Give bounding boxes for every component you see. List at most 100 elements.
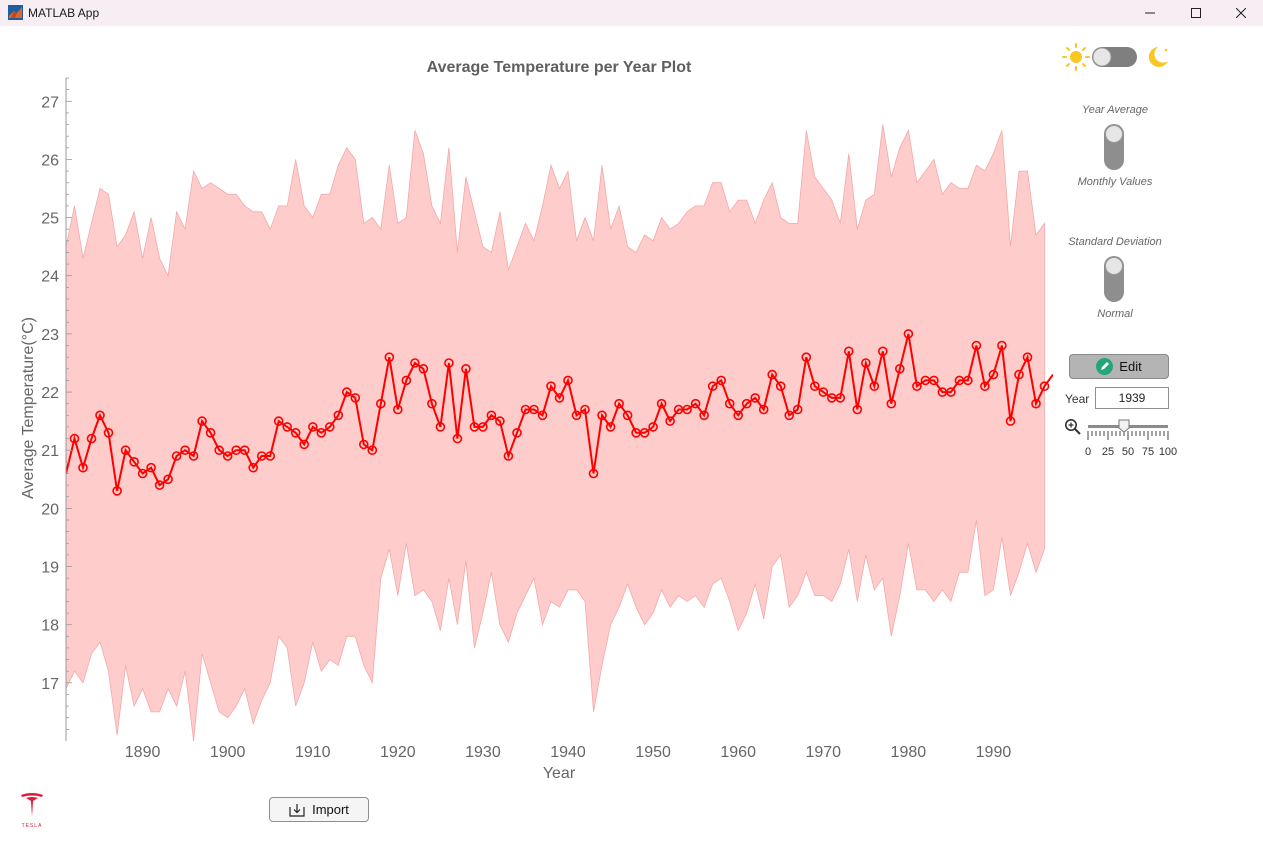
x-tick-label: 1990 xyxy=(976,744,1012,761)
pencil-icon xyxy=(1096,358,1114,375)
plot-area xyxy=(66,124,1053,741)
data-point xyxy=(622,410,633,421)
data-point xyxy=(639,427,650,438)
data-point xyxy=(877,346,888,357)
data-point xyxy=(503,451,514,461)
data-point xyxy=(963,375,973,386)
slider-tick-label: 50 xyxy=(1122,446,1134,458)
data-point xyxy=(427,398,437,409)
zoom-in-icon xyxy=(1065,419,1081,435)
data-point xyxy=(180,445,190,456)
year-label: Year xyxy=(1065,392,1090,406)
data-point xyxy=(980,381,990,392)
data-point xyxy=(724,398,735,409)
x-tick-label: 1890 xyxy=(125,744,161,761)
x-tick-label: 1930 xyxy=(465,744,501,761)
x-tick-label: 1920 xyxy=(380,744,416,761)
data-point xyxy=(775,381,786,392)
minimize-button[interactable] xyxy=(1127,0,1173,26)
data-point xyxy=(912,381,922,392)
data-point xyxy=(78,462,88,473)
year-input[interactable]: 1939 xyxy=(1095,387,1169,409)
data-point xyxy=(214,445,224,456)
data-point xyxy=(299,439,310,450)
data-point xyxy=(690,398,701,409)
data-point xyxy=(656,398,667,409)
data-point xyxy=(444,358,454,368)
y-tick-label: 20 xyxy=(41,501,59,518)
standard-deviation-switch[interactable] xyxy=(1104,256,1124,302)
monthly-values-label: Monthly Values xyxy=(1077,176,1153,188)
data-point xyxy=(988,369,999,380)
y-tick-label: 26 xyxy=(41,152,59,169)
data-point xyxy=(1014,369,1024,380)
data-point xyxy=(597,410,607,421)
data-point xyxy=(792,404,803,415)
y-tick-label: 19 xyxy=(41,560,59,577)
edit-button[interactable]: Edit xyxy=(1069,354,1169,379)
data-point xyxy=(1039,381,1050,392)
data-point xyxy=(835,393,846,403)
data-point xyxy=(1022,352,1033,363)
maximize-button[interactable] xyxy=(1173,0,1219,26)
data-point xyxy=(682,404,692,415)
data-point xyxy=(137,468,148,479)
data-point xyxy=(1005,416,1016,426)
theme-toggle[interactable] xyxy=(1062,43,1172,71)
matlab-app-icon xyxy=(8,5,23,20)
data-point xyxy=(716,375,727,386)
data-point xyxy=(733,410,744,421)
data-point xyxy=(860,358,871,368)
maximize-icon xyxy=(1191,8,1201,18)
close-button[interactable] xyxy=(1218,0,1263,26)
data-point xyxy=(665,416,675,426)
theme-switch[interactable] xyxy=(1092,47,1137,67)
year-average-label: Year Average xyxy=(1081,104,1149,116)
data-point xyxy=(112,486,122,496)
data-point xyxy=(648,422,658,432)
x-tick-label: 1980 xyxy=(891,744,927,761)
data-point xyxy=(946,387,956,397)
import-button[interactable]: Import xyxy=(269,797,369,822)
data-point xyxy=(324,422,335,432)
data-point xyxy=(707,381,718,392)
data-point xyxy=(392,404,403,415)
data-point xyxy=(929,375,939,386)
temperature-plot[interactable]: Average Temperature per Year Plot 17 18 19… xyxy=(0,26,1060,796)
data-point xyxy=(478,422,488,432)
switch-knob xyxy=(1105,125,1123,143)
normal-label: Normal xyxy=(1097,308,1133,320)
y-tick-label: 27 xyxy=(41,94,59,111)
x-axis-label: Year xyxy=(543,765,576,782)
x-tick-label: 1970 xyxy=(805,744,841,761)
data-point xyxy=(486,410,497,421)
data-point xyxy=(809,381,820,392)
data-point xyxy=(903,329,914,339)
zoom-slider[interactable]: 0 25 50 75 100 xyxy=(1078,416,1178,464)
data-point xyxy=(69,433,80,444)
data-point xyxy=(171,451,182,461)
data-point xyxy=(163,474,173,485)
slider-thumb[interactable] xyxy=(1118,419,1130,433)
data-point xyxy=(614,398,624,409)
data-point xyxy=(197,416,207,426)
sun-icon xyxy=(1062,43,1090,71)
data-point xyxy=(248,462,258,473)
x-axis: 1890 1900 1910 1920 1930 1940 1950 1960 1970 1980… xyxy=(125,744,1012,761)
edit-button-label: Edit xyxy=(1119,359,1142,374)
data-point xyxy=(375,398,386,409)
data-point xyxy=(452,433,463,444)
data-point xyxy=(188,451,199,461)
data-point xyxy=(273,416,284,426)
data-point xyxy=(461,363,471,374)
download-icon xyxy=(289,803,305,817)
y-tick-label: 25 xyxy=(41,211,59,228)
data-point xyxy=(307,422,318,432)
data-point xyxy=(758,404,769,415)
tesla-logo-icon: TESLA xyxy=(21,793,43,829)
std-deviation-band xyxy=(66,124,1045,741)
data-point xyxy=(316,427,327,438)
data-point xyxy=(154,480,165,490)
data-point xyxy=(495,416,505,426)
year-average-switch[interactable] xyxy=(1104,124,1124,170)
